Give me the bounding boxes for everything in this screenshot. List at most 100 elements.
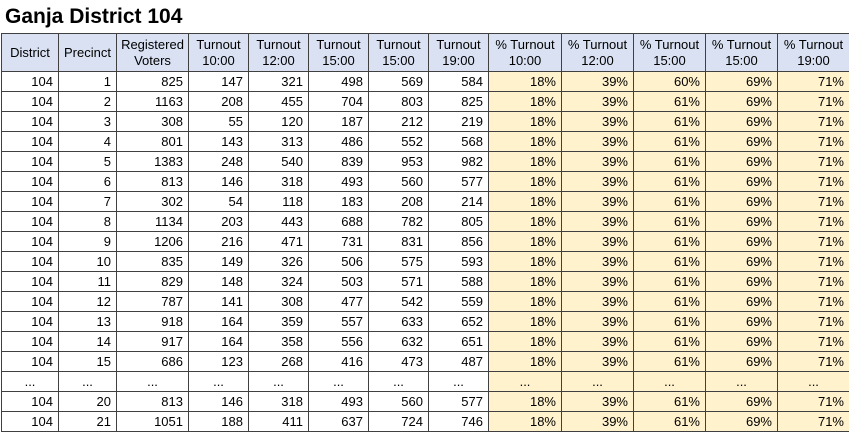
table-row: 104 1 825 147 321 498 569 584 18% 39% 60% 69% 71% xyxy=(1,71,849,92)
cell-turnout-1500-a: 493 xyxy=(308,171,369,192)
cell-pct-turnout-1900: 71% xyxy=(777,171,849,192)
cell-pct-turnout-1500-a: 61% xyxy=(633,231,706,252)
cell-precinct: 5 xyxy=(58,151,117,172)
cell-turnout-1000: 203 xyxy=(188,211,249,232)
cell-pct-turnout-1900: 71% xyxy=(777,151,849,172)
cell-district: 104 xyxy=(1,211,59,232)
cell-pct-turnout-1000: 18% xyxy=(488,251,562,272)
cell-pct-turnout-1500-b: 69% xyxy=(705,211,778,232)
cell-turnout-1500-a: ... xyxy=(308,371,369,392)
cell-pct-turnout-1000: 18% xyxy=(488,291,562,312)
cell-turnout-1200: 120 xyxy=(248,111,309,132)
cell-registered-voters: 1383 xyxy=(116,151,189,172)
column-header-turnout-1200: Turnout 12:00 xyxy=(248,33,309,72)
cell-turnout-1500-a: 731 xyxy=(308,231,369,252)
cell-pct-turnout-1900: 71% xyxy=(777,191,849,212)
cell-turnout-1900: 214 xyxy=(428,191,489,212)
table-row: ....................................... xyxy=(1,371,849,392)
cell-pct-turnout-1000: 18% xyxy=(488,411,562,432)
cell-turnout-1900: 219 xyxy=(428,111,489,132)
cell-turnout-1200: ... xyxy=(248,371,309,392)
cell-district: 104 xyxy=(1,411,59,432)
cell-pct-turnout-1500-b: 69% xyxy=(705,351,778,372)
cell-pct-turnout-1000: 18% xyxy=(488,111,562,132)
table-row: 104 2 1163 208 455 704 803 825 18% 39% 61% 69% 71% xyxy=(1,91,849,112)
cell-precinct: 20 xyxy=(58,391,117,412)
cell-pct-turnout-1500-b: 69% xyxy=(705,111,778,132)
cell-pct-turnout-1500-b: 69% xyxy=(705,191,778,212)
cell-turnout-1900: 746 xyxy=(428,411,489,432)
cell-registered-voters: 1051 xyxy=(116,411,189,432)
cell-turnout-1200: 455 xyxy=(248,91,309,112)
column-header-turnout-1900: Turnout 19:00 xyxy=(428,33,489,72)
cell-pct-turnout-1000: 18% xyxy=(488,331,562,352)
cell-precinct: 4 xyxy=(58,131,117,152)
column-header-pct-turnout-1200: % Turnout 12:00 xyxy=(561,33,634,72)
cell-turnout-1500-b: 953 xyxy=(368,151,429,172)
table-row: 104 3 308 55 120 187 212 219 18% 39% 61% 69% 71% xyxy=(1,111,849,132)
cell-district: 104 xyxy=(1,131,59,152)
cell-pct-turnout-1500-a: 61% xyxy=(633,211,706,232)
cell-turnout-1200: 358 xyxy=(248,331,309,352)
cell-turnout-1500-b: 633 xyxy=(368,311,429,332)
cell-precinct: ... xyxy=(58,371,117,392)
column-header-turnout-1500-b: Turnout 15:00 xyxy=(368,33,429,72)
cell-registered-voters: 302 xyxy=(116,191,189,212)
cell-turnout-1500-a: 704 xyxy=(308,91,369,112)
cell-precinct: 10 xyxy=(58,251,117,272)
cell-pct-turnout-1500-b: 69% xyxy=(705,91,778,112)
cell-pct-turnout-1200: 39% xyxy=(561,231,634,252)
cell-pct-turnout-1500-a: 61% xyxy=(633,411,706,432)
cell-turnout-1200: 318 xyxy=(248,171,309,192)
cell-registered-voters: 825 xyxy=(116,71,189,92)
cell-turnout-1900: 593 xyxy=(428,251,489,272)
cell-precinct: 9 xyxy=(58,231,117,252)
cell-turnout-1500-a: 556 xyxy=(308,331,369,352)
cell-turnout-1200: 359 xyxy=(248,311,309,332)
table-row: 104 6 813 146 318 493 560 577 18% 39% 61% 69% 71% xyxy=(1,171,849,192)
table-row: 104 4 801 143 313 486 552 568 18% 39% 61% 69% 71% xyxy=(1,131,849,152)
cell-pct-turnout-1500-b: 69% xyxy=(705,131,778,152)
cell-pct-turnout-1900: 71% xyxy=(777,231,849,252)
cell-pct-turnout-1500-b: 69% xyxy=(705,291,778,312)
cell-turnout-1200: 324 xyxy=(248,271,309,292)
cell-turnout-1000: 164 xyxy=(188,331,249,352)
cell-pct-turnout-1900: 71% xyxy=(777,411,849,432)
cell-turnout-1200: 321 xyxy=(248,71,309,92)
cell-precinct: 15 xyxy=(58,351,117,372)
cell-turnout-1500-b: ... xyxy=(368,371,429,392)
cell-pct-turnout-1000: 18% xyxy=(488,231,562,252)
cell-turnout-1200: 471 xyxy=(248,231,309,252)
table-row: 104 5 1383 248 540 839 953 982 18% 39% 61% 69% 71% xyxy=(1,151,849,172)
cell-turnout-1500-a: 493 xyxy=(308,391,369,412)
table-row: 104 9 1206 216 471 731 831 856 18% 39% 61% 69% 71% xyxy=(1,231,849,252)
cell-pct-turnout-1900: 71% xyxy=(777,71,849,92)
cell-pct-turnout-1900: ... xyxy=(777,371,849,392)
cell-turnout-1500-a: 839 xyxy=(308,151,369,172)
cell-registered-voters: 835 xyxy=(116,251,189,272)
cell-turnout-1900: 584 xyxy=(428,71,489,92)
cell-pct-turnout-1900: 71% xyxy=(777,111,849,132)
cell-turnout-1200: 540 xyxy=(248,151,309,172)
cell-turnout-1500-b: 552 xyxy=(368,131,429,152)
table-row: 104 14 917 164 358 556 632 651 18% 39% 61% 69% 71% xyxy=(1,331,849,352)
cell-pct-turnout-1500-a: 60% xyxy=(633,71,706,92)
cell-turnout-1500-b: 569 xyxy=(368,71,429,92)
cell-district: 104 xyxy=(1,391,59,412)
cell-pct-turnout-1500-b: 69% xyxy=(705,391,778,412)
table-row: 104 7 302 54 118 183 208 214 18% 39% 61% 69% 71% xyxy=(1,191,849,212)
cell-pct-turnout-1200: 39% xyxy=(561,251,634,272)
column-header-district: District xyxy=(1,33,59,72)
cell-precinct: 1 xyxy=(58,71,117,92)
cell-turnout-1000: ... xyxy=(188,371,249,392)
cell-pct-turnout-1200: 39% xyxy=(561,151,634,172)
cell-turnout-1500-b: 632 xyxy=(368,331,429,352)
cell-registered-voters: ... xyxy=(116,371,189,392)
cell-pct-turnout-1500-a: 61% xyxy=(633,111,706,132)
cell-turnout-1900: 487 xyxy=(428,351,489,372)
cell-turnout-1000: 146 xyxy=(188,171,249,192)
cell-precinct: 3 xyxy=(58,111,117,132)
cell-pct-turnout-1200: 39% xyxy=(561,111,634,132)
cell-pct-turnout-1500-b: ... xyxy=(705,371,778,392)
table-body: 104 1 825 147 321 498 569 584 18% 39% 60% 69% 71% 104… xyxy=(1,71,849,432)
